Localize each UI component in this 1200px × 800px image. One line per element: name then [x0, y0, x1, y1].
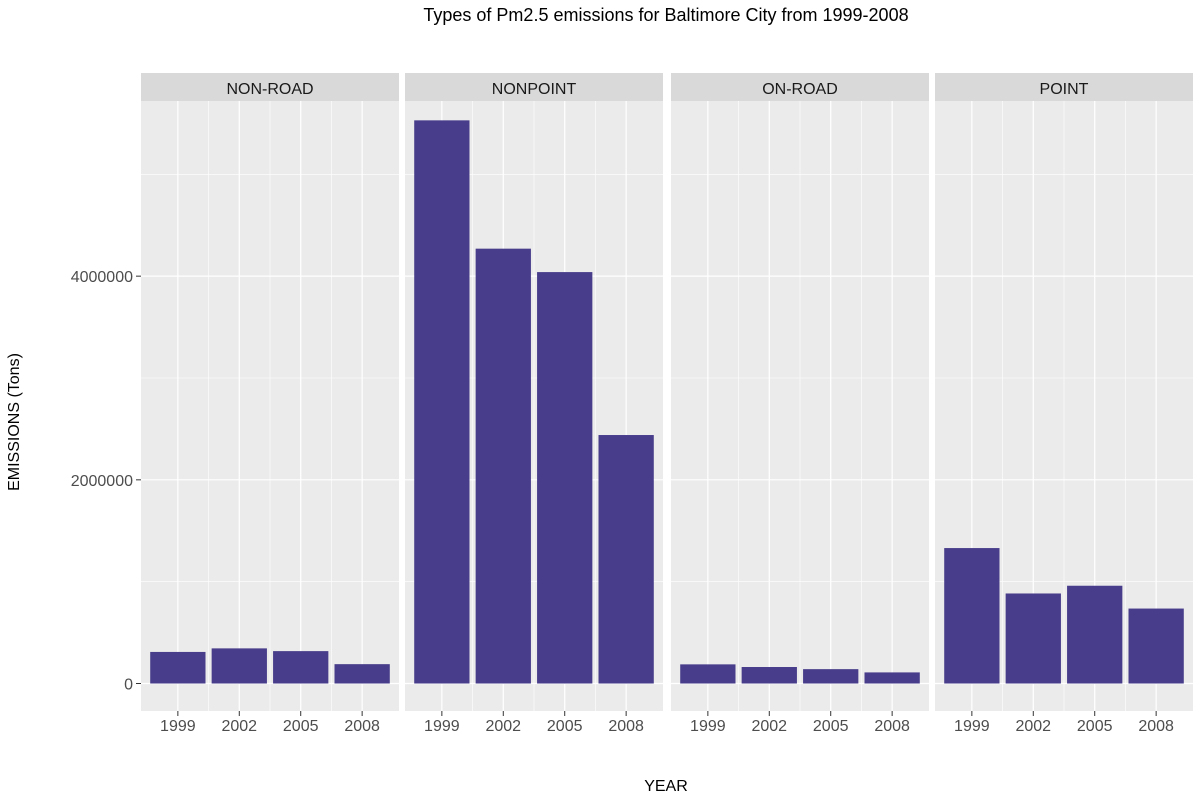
- facet-strip-label: ON-ROAD: [762, 81, 838, 98]
- facet-strip: [141, 73, 399, 101]
- bar-point-2008: [1128, 608, 1184, 684]
- x-tick-label: 2005: [813, 718, 849, 735]
- facet-strip: [405, 73, 663, 101]
- bar-nonpoint-2008: [598, 435, 654, 684]
- facet-strip-label: NON-ROAD: [226, 81, 313, 98]
- x-axis-title: YEAR: [644, 778, 688, 795]
- y-tick-label: 0: [124, 677, 133, 694]
- bar-on-road-2005: [803, 669, 859, 684]
- facet-strip-label: NONPOINT: [492, 81, 577, 98]
- x-tick-label: 2008: [608, 718, 644, 735]
- facet-panel-non-road: NON-ROAD 1999 2002 2005 2008: [141, 73, 399, 735]
- bar-nonpoint-1999: [414, 120, 470, 684]
- x-tick-label: 1999: [160, 718, 196, 735]
- facet-panel-point: POINT 1999 2002 2005 2008: [935, 73, 1193, 735]
- bar-non-road-2002: [211, 648, 267, 684]
- bar-point-2002: [1005, 593, 1061, 684]
- x-tick-label: 2002: [485, 718, 521, 735]
- x-tick-label: 2008: [344, 718, 380, 735]
- x-tick-label: 2005: [1077, 718, 1113, 735]
- y-tick-label: 4000000: [71, 269, 133, 286]
- x-tick-label: 1999: [424, 718, 460, 735]
- bar-non-road-1999: [150, 651, 206, 684]
- x-tick-label: 1999: [690, 718, 726, 735]
- bar-nonpoint-2002: [475, 248, 531, 684]
- x-tick-label: 2002: [1015, 718, 1051, 735]
- bar-nonpoint-2005: [537, 272, 593, 684]
- facet-panel-nonpoint: NONPOINT 1999 2002 2005 2008: [405, 73, 663, 735]
- x-tick-label: 2002: [221, 718, 257, 735]
- facet-strip-label: POINT: [1040, 81, 1089, 98]
- bar-non-road-2008: [334, 664, 390, 684]
- bar-on-road-2002: [741, 667, 797, 684]
- x-tick-label: 2005: [283, 718, 319, 735]
- bar-point-2005: [1067, 585, 1123, 684]
- bar-non-road-2005: [273, 651, 329, 684]
- x-tick-label: 1999: [954, 718, 990, 735]
- x-tick-label: 2005: [547, 718, 583, 735]
- facet-panel-on-road: ON-ROAD 1999 2002 2005 2008: [671, 73, 929, 735]
- y-axis-title: EMISSIONS (Tons): [6, 353, 23, 491]
- facet-panels: NON-ROAD 1999 2002 2005 2008 NONPOINT 1999 2002…: [141, 73, 1193, 735]
- bar-on-road-1999: [680, 664, 736, 684]
- x-tick-label: 2008: [1138, 718, 1174, 735]
- facet-strip: [671, 73, 929, 101]
- x-tick-label: 2008: [874, 718, 910, 735]
- y-tick-label: 2000000: [71, 473, 133, 490]
- bar-on-road-2008: [864, 672, 920, 684]
- facet-strip: [935, 73, 1193, 101]
- chart-title: Types of Pm2.5 emissions for Baltimore C…: [423, 5, 908, 25]
- y-axis: 0 2000000 4000000: [71, 269, 141, 694]
- x-tick-label: 2002: [751, 718, 787, 735]
- bar-point-1999: [944, 548, 1000, 684]
